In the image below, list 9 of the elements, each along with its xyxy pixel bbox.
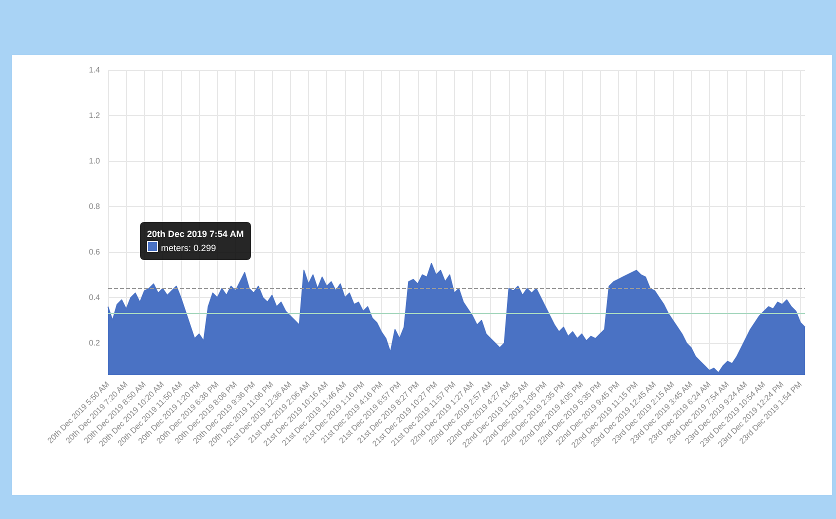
y-tick-label: 1.2 — [88, 111, 101, 120]
annotation: 20th Dec 2019 7:54 AM — [147, 228, 244, 241]
y-tick-label: 0.2 — [88, 338, 101, 348]
y-tick-label: 0.4 — [88, 293, 101, 302]
y-tick-label: 0.8 — [88, 202, 101, 212]
y-tick-label: 1.0 — [88, 156, 101, 166]
y-tick-label: 0.6 — [88, 248, 101, 257]
y-tick-label: 1.4 — [88, 66, 101, 74]
annotation: meters: 0.299 — [160, 242, 218, 255]
